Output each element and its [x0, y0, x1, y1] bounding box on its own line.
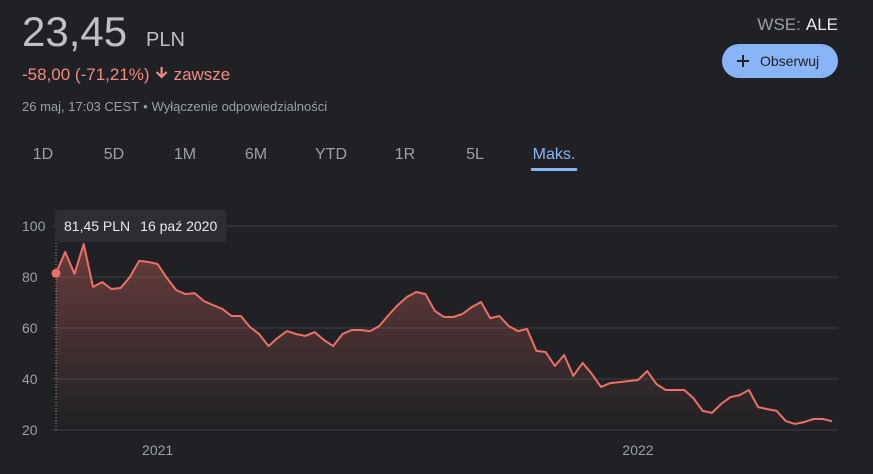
disclaimer-link[interactable]: Wyłączenie odpowiedzialności: [152, 99, 328, 114]
button-label: Obserwuj: [760, 53, 819, 69]
tooltip: [55, 210, 227, 242]
change-period: zawsze: [174, 65, 231, 84]
price-line: [55, 243, 833, 425]
range-tab[interactable]: 5D: [104, 146, 124, 163]
timestamp: 26 maj, 17:03 CEST: [22, 99, 139, 114]
y-tick-label: 20: [22, 422, 38, 438]
down-arrow-icon: [155, 67, 168, 79]
price: 23,45: [22, 8, 127, 55]
y-tick-label: 80: [22, 269, 38, 285]
range-tabs: 1D 5D 1M 6M YTD 1R 5L Maks.: [33, 146, 578, 171]
chart: 20 40 60 80 100 2021 2022 81,45 PLN 16 paź 2020: [22, 210, 838, 458]
range-tab[interactable]: YTD: [315, 146, 347, 163]
follow-button[interactable]: Obserwuj: [722, 44, 838, 78]
range-tab[interactable]: 1D: [33, 146, 53, 163]
plus-icon: [737, 55, 749, 67]
range-tab[interactable]: Maks.: [533, 146, 576, 163]
range-tab[interactable]: 1M: [174, 146, 196, 163]
tooltip-date: 16 paź 2020: [140, 218, 217, 234]
hover-point: [51, 268, 61, 278]
y-tick-label: 60: [22, 320, 38, 336]
tooltip-value: 81,45 PLN: [64, 218, 130, 234]
range-tab[interactable]: 1R: [395, 146, 415, 163]
separator: •: [143, 99, 148, 114]
x-tick-label: 2021: [142, 442, 173, 458]
range-tab[interactable]: 5L: [466, 146, 484, 163]
ticker-symbol: ALE: [806, 15, 838, 34]
price-change: -58,00 (-71,21%): [22, 65, 150, 84]
exchange: WSE:: [757, 15, 800, 34]
range-tab[interactable]: 6M: [245, 146, 267, 163]
button-background: [722, 44, 838, 78]
x-tick-label: 2022: [622, 442, 653, 458]
y-tick-label: 40: [22, 371, 38, 387]
currency: PLN: [146, 29, 185, 51]
area-fill: [56, 244, 832, 430]
active-tab-indicator: [530, 168, 578, 171]
y-tick-label: 100: [22, 218, 46, 234]
